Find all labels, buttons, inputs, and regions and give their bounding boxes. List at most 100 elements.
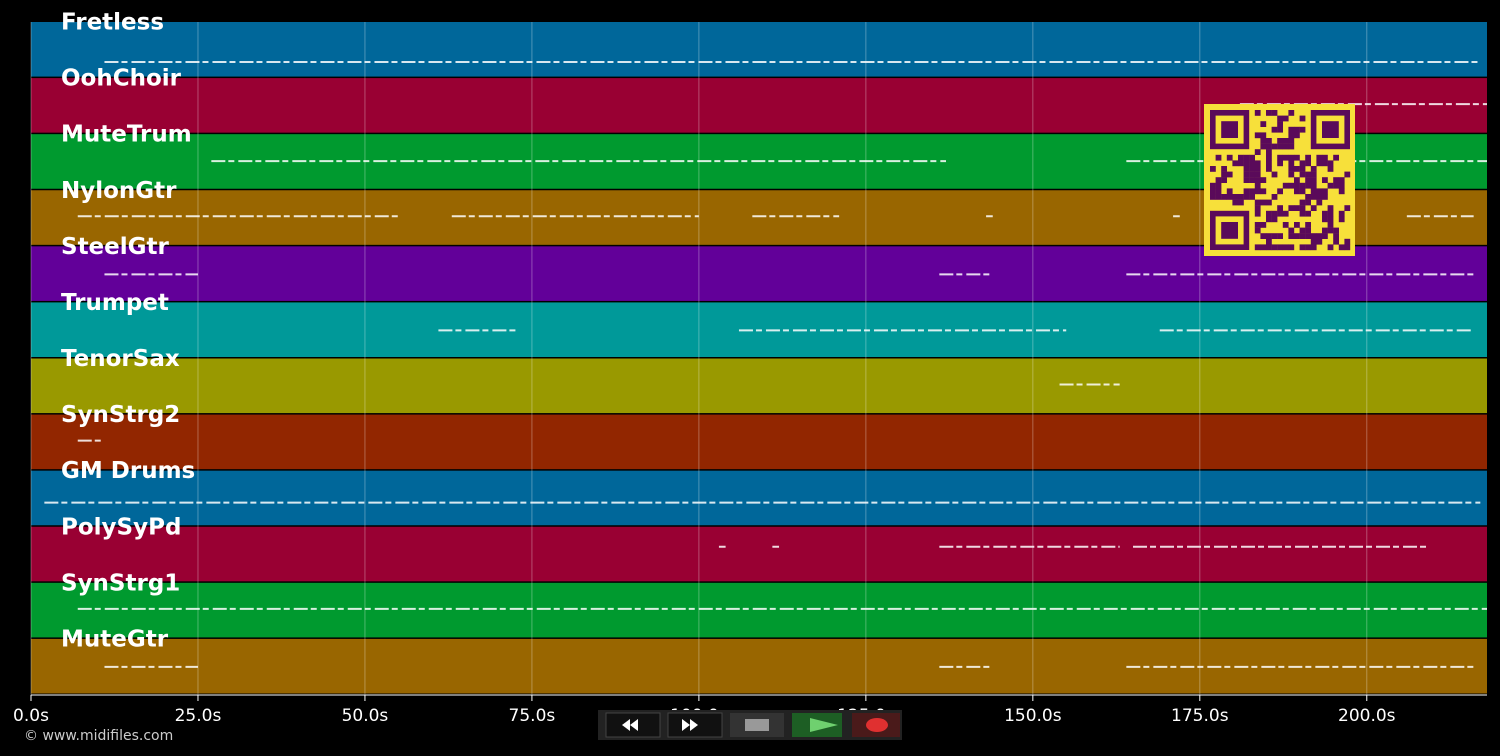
qr-module bbox=[1277, 210, 1283, 217]
qr-module bbox=[1282, 138, 1289, 144]
qr-module bbox=[1221, 171, 1227, 178]
qr-module bbox=[1299, 227, 1306, 234]
qr-module bbox=[1322, 194, 1328, 200]
qr-finder bbox=[1322, 121, 1339, 138]
qr-module bbox=[1243, 177, 1250, 183]
x-tick-label: 0.0s bbox=[13, 706, 49, 726]
qr-module bbox=[1294, 154, 1300, 161]
qr-module bbox=[1288, 182, 1295, 189]
qr-module bbox=[1299, 210, 1306, 217]
qr-module bbox=[1243, 194, 1250, 200]
stop-button[interactable] bbox=[730, 713, 784, 737]
play-button[interactable] bbox=[792, 713, 842, 737]
qr-module bbox=[1210, 166, 1216, 172]
playback-controls bbox=[598, 710, 902, 740]
x-tick-label: 25.0s bbox=[175, 706, 222, 726]
qr-module bbox=[1238, 199, 1244, 206]
track-name: MuteGtr bbox=[61, 626, 169, 652]
qr-module bbox=[1266, 216, 1272, 223]
qr-module bbox=[1310, 177, 1317, 183]
qr-module bbox=[1249, 194, 1255, 200]
qr-module bbox=[1316, 233, 1323, 239]
qr-module bbox=[1288, 244, 1295, 251]
qr-module bbox=[1254, 205, 1261, 211]
forward-button[interactable] bbox=[667, 712, 723, 738]
qr-module bbox=[1310, 244, 1317, 251]
qr-module bbox=[1333, 227, 1339, 234]
qr-module bbox=[1277, 115, 1283, 122]
qr-module bbox=[1254, 110, 1261, 116]
qr-module bbox=[1310, 182, 1317, 189]
qr-module bbox=[1294, 126, 1300, 133]
track-lane bbox=[31, 582, 1487, 638]
track-name: SynStrg1 bbox=[61, 570, 180, 596]
qr-module bbox=[1322, 216, 1328, 223]
qr-module bbox=[1288, 154, 1295, 161]
qr-module bbox=[1310, 171, 1317, 178]
qr-module bbox=[1282, 182, 1289, 189]
qr-module bbox=[1282, 143, 1289, 150]
qr-module bbox=[1266, 244, 1272, 251]
track-name: PolySyPd bbox=[61, 514, 181, 540]
qr-module bbox=[1294, 132, 1300, 139]
qr-module bbox=[1260, 121, 1267, 127]
qr-module bbox=[1305, 233, 1311, 239]
qr-module bbox=[1288, 171, 1295, 178]
qr-module bbox=[1310, 166, 1317, 172]
qr-module bbox=[1327, 182, 1334, 189]
qr-module bbox=[1288, 143, 1295, 150]
qr-module bbox=[1271, 143, 1278, 150]
qr-module bbox=[1316, 154, 1323, 161]
qr-module bbox=[1288, 126, 1295, 133]
qr-module bbox=[1215, 177, 1222, 183]
track-lane bbox=[31, 414, 1487, 470]
qr-module bbox=[1210, 188, 1216, 195]
track-name: GM Drums bbox=[61, 458, 195, 484]
qr-module bbox=[1294, 188, 1300, 195]
qr-module bbox=[1288, 227, 1295, 234]
qr-module bbox=[1305, 210, 1311, 217]
qr-module bbox=[1243, 188, 1250, 195]
qr-module bbox=[1288, 132, 1295, 139]
qr-module bbox=[1260, 199, 1267, 206]
qr-module bbox=[1243, 154, 1250, 161]
qr-module bbox=[1305, 222, 1311, 228]
qr-module bbox=[1266, 210, 1272, 217]
qr-module bbox=[1226, 154, 1233, 161]
qr-module bbox=[1338, 244, 1345, 251]
qr-module bbox=[1266, 160, 1272, 167]
qr-module bbox=[1238, 194, 1244, 200]
qr-module bbox=[1327, 216, 1334, 223]
qr-module bbox=[1249, 171, 1255, 178]
qr-module bbox=[1338, 177, 1345, 183]
qr-module bbox=[1254, 166, 1261, 172]
qr-module bbox=[1299, 188, 1306, 195]
qr-module bbox=[1243, 160, 1250, 167]
qr-module bbox=[1322, 177, 1328, 183]
qr-module bbox=[1299, 115, 1306, 122]
rewind-button[interactable] bbox=[605, 712, 661, 738]
qr-module bbox=[1260, 138, 1267, 144]
qr-module bbox=[1327, 210, 1334, 217]
track-name: Trumpet bbox=[61, 290, 169, 316]
track-name: TenorSax bbox=[61, 346, 180, 372]
qr-module bbox=[1294, 177, 1300, 183]
qr-module bbox=[1288, 233, 1295, 239]
track-name: Fretless bbox=[61, 10, 164, 36]
qr-module bbox=[1249, 166, 1255, 172]
qr-module bbox=[1254, 227, 1261, 234]
qr-module bbox=[1327, 222, 1334, 228]
qr-module bbox=[1266, 149, 1272, 155]
qr-module bbox=[1277, 160, 1283, 167]
track-lane bbox=[31, 358, 1487, 414]
qr-module bbox=[1210, 194, 1216, 200]
qr-module bbox=[1260, 177, 1267, 183]
qr-module bbox=[1322, 227, 1328, 234]
qr-module bbox=[1271, 210, 1278, 217]
qr-module bbox=[1238, 154, 1244, 161]
qr-module bbox=[1221, 177, 1227, 183]
qr-module bbox=[1221, 166, 1227, 172]
record-button[interactable] bbox=[852, 713, 900, 737]
qr-module bbox=[1299, 233, 1306, 239]
